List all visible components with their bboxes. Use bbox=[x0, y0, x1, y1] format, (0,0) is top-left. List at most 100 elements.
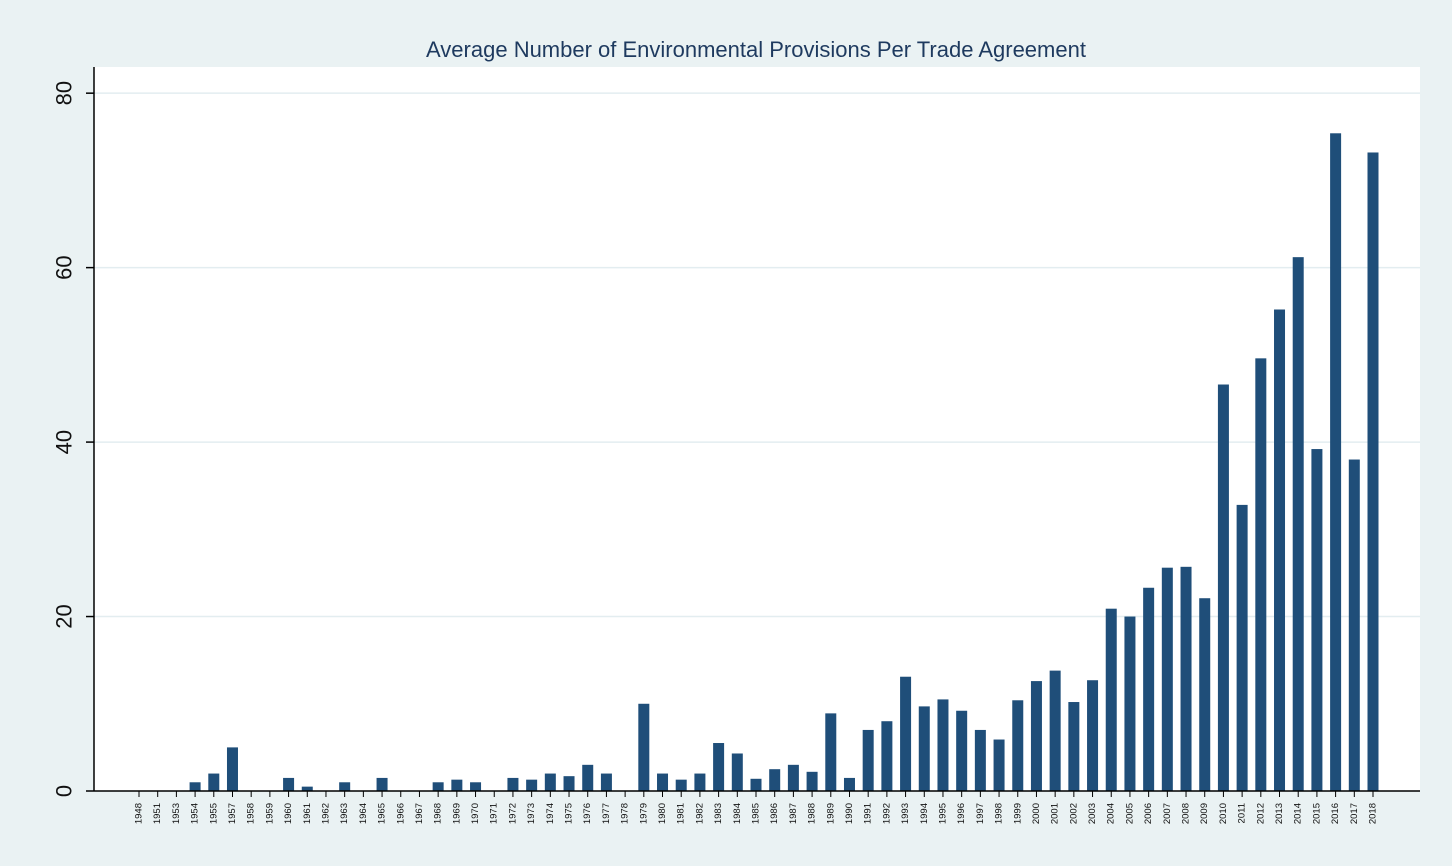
bar-2017 bbox=[1348, 459, 1360, 791]
bar-1974 bbox=[544, 773, 556, 791]
x-tick-label: 1966 bbox=[395, 803, 406, 824]
x-tick-label: 2015 bbox=[1311, 803, 1322, 824]
bar-1973 bbox=[526, 779, 538, 791]
x-tick-label: 1977 bbox=[601, 803, 612, 824]
x-tick-label: 1965 bbox=[377, 803, 388, 824]
x-tick-label: 1990 bbox=[844, 803, 855, 824]
x-tick-label: 2006 bbox=[1143, 803, 1154, 824]
bar-2016 bbox=[1330, 133, 1342, 792]
x-tick-label: 1991 bbox=[863, 803, 874, 824]
bar-2005 bbox=[1124, 616, 1136, 791]
x-tick-label: 2012 bbox=[1255, 803, 1266, 824]
bar-1997 bbox=[974, 729, 986, 791]
x-tick-label: 1951 bbox=[152, 803, 163, 824]
bar-2004 bbox=[1105, 608, 1117, 791]
x-tick-label: 1963 bbox=[339, 803, 350, 824]
bar-2001 bbox=[1049, 670, 1061, 791]
bar-2000 bbox=[1030, 681, 1042, 791]
x-tick-label: 1995 bbox=[937, 803, 948, 824]
x-tick-label: 1996 bbox=[956, 803, 967, 824]
bar-1977 bbox=[600, 773, 612, 791]
bar-1995 bbox=[937, 699, 949, 791]
x-tick-label: 1998 bbox=[994, 803, 1005, 824]
bar-1979 bbox=[638, 703, 650, 791]
bar-1999 bbox=[1012, 700, 1024, 791]
x-tick-label: 1979 bbox=[638, 803, 649, 824]
bar-2015 bbox=[1311, 449, 1323, 791]
bar-1987 bbox=[787, 764, 799, 791]
bar-1954 bbox=[189, 782, 201, 791]
bar-2008 bbox=[1180, 566, 1192, 791]
x-tick-label: 1976 bbox=[582, 803, 593, 824]
axes bbox=[93, 67, 1420, 792]
x-tick-label: 2011 bbox=[1237, 803, 1248, 823]
bar-1969 bbox=[451, 779, 463, 791]
x-tick-label: 2000 bbox=[1031, 803, 1042, 824]
x-tick-label: 2003 bbox=[1087, 803, 1098, 824]
x-tick-label: 2017 bbox=[1349, 803, 1360, 824]
bar-1961 bbox=[301, 786, 313, 791]
x-tick-label: 2001 bbox=[1050, 803, 1061, 824]
bar-1976 bbox=[582, 764, 594, 791]
x-tick-label: 1970 bbox=[470, 803, 481, 824]
x-tick-label: 1957 bbox=[227, 803, 238, 824]
bar-2014 bbox=[1292, 257, 1304, 791]
x-tick-label: 1974 bbox=[545, 803, 556, 824]
bar-1968 bbox=[432, 782, 444, 791]
x-tick-label: 1961 bbox=[302, 803, 313, 824]
x-tick-label: 2005 bbox=[1124, 803, 1135, 824]
bar-1991 bbox=[862, 729, 874, 791]
bar-2003 bbox=[1087, 680, 1099, 791]
y-tick-label: 20 bbox=[52, 604, 77, 628]
bar-2013 bbox=[1274, 309, 1286, 791]
bar-1985 bbox=[750, 778, 762, 791]
x-tick-label: 1969 bbox=[451, 803, 462, 824]
x-tick-label: 1948 bbox=[134, 803, 145, 824]
bar-1986 bbox=[769, 769, 781, 791]
bar-2012 bbox=[1255, 358, 1267, 791]
x-tick-label: 2008 bbox=[1181, 803, 1192, 824]
bar-1982 bbox=[694, 773, 706, 791]
bar-2006 bbox=[1143, 587, 1155, 791]
y-tick-label: 40 bbox=[52, 430, 77, 454]
bar-1993 bbox=[900, 676, 912, 791]
bar-1998 bbox=[993, 739, 1005, 791]
x-tick-label: 2009 bbox=[1199, 803, 1210, 824]
bars bbox=[189, 133, 1379, 792]
y-ticks: 0 20 40 60 80 bbox=[52, 81, 94, 797]
bar-1965 bbox=[376, 777, 388, 791]
x-tick-label: 1953 bbox=[171, 803, 182, 824]
x-tick-label: 1980 bbox=[657, 803, 668, 824]
bar-1972 bbox=[507, 777, 519, 791]
x-tick-label: 1989 bbox=[825, 803, 836, 824]
bar-2007 bbox=[1161, 567, 1173, 791]
x-tick-label: 2016 bbox=[1330, 803, 1341, 824]
bar-1984 bbox=[731, 753, 743, 791]
x-tick-label: 1958 bbox=[246, 803, 257, 824]
bar-1970 bbox=[470, 782, 482, 791]
x-tick-label: 2002 bbox=[1068, 803, 1079, 824]
x-tick-label: 1962 bbox=[320, 803, 331, 824]
x-tick-label: 1975 bbox=[564, 803, 575, 824]
x-tick-label: 1986 bbox=[769, 803, 780, 824]
x-tick-label: 1960 bbox=[283, 803, 294, 824]
bar-2002 bbox=[1068, 702, 1080, 791]
y-tick-label: 0 bbox=[52, 785, 77, 797]
x-tick-label: 2007 bbox=[1162, 803, 1173, 824]
x-tick-label: 1968 bbox=[433, 803, 444, 824]
x-tick-label: 1985 bbox=[751, 803, 762, 824]
bar-1957 bbox=[226, 747, 238, 791]
bar-1990 bbox=[843, 777, 855, 791]
x-tick-label: 1993 bbox=[900, 803, 911, 824]
bar-1955 bbox=[208, 773, 220, 791]
bar-1996 bbox=[956, 710, 968, 791]
x-tick-label: 1997 bbox=[975, 803, 986, 824]
x-tick-label: 1981 bbox=[676, 803, 687, 824]
x-tick-label: 1959 bbox=[264, 803, 275, 824]
x-tick-label: 1955 bbox=[208, 803, 219, 824]
y-tick-label: 80 bbox=[52, 81, 77, 105]
x-tick-label: 1978 bbox=[620, 803, 631, 824]
x-tick-label: 1992 bbox=[881, 803, 892, 824]
bar-1963 bbox=[339, 782, 351, 791]
gridlines bbox=[94, 92, 1420, 618]
